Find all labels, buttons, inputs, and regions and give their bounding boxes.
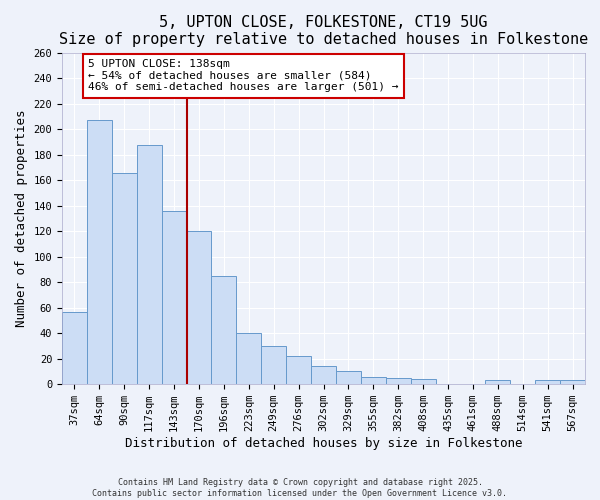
Bar: [211, 276, 236, 384]
Bar: [236, 333, 261, 384]
Bar: [386, 378, 410, 384]
Y-axis label: Number of detached properties: Number of detached properties: [15, 110, 28, 327]
Bar: [187, 231, 211, 384]
Bar: [286, 356, 311, 384]
Title: 5, UPTON CLOSE, FOLKESTONE, CT19 5UG
Size of property relative to detached house: 5, UPTON CLOSE, FOLKESTONE, CT19 5UG Siz…: [59, 15, 588, 48]
Text: Contains HM Land Registry data © Crown copyright and database right 2025.
Contai: Contains HM Land Registry data © Crown c…: [92, 478, 508, 498]
Bar: [535, 380, 560, 384]
Bar: [112, 172, 137, 384]
Bar: [87, 120, 112, 384]
X-axis label: Distribution of detached houses by size in Folkestone: Distribution of detached houses by size …: [125, 437, 522, 450]
Text: 5 UPTON CLOSE: 138sqm
← 54% of detached houses are smaller (584)
46% of semi-det: 5 UPTON CLOSE: 138sqm ← 54% of detached …: [88, 59, 398, 92]
Bar: [261, 346, 286, 384]
Bar: [161, 211, 187, 384]
Bar: [311, 366, 336, 384]
Bar: [62, 312, 87, 384]
Bar: [560, 380, 585, 384]
Bar: [137, 144, 161, 384]
Bar: [485, 380, 510, 384]
Bar: [410, 379, 436, 384]
Bar: [336, 372, 361, 384]
Bar: [361, 376, 386, 384]
